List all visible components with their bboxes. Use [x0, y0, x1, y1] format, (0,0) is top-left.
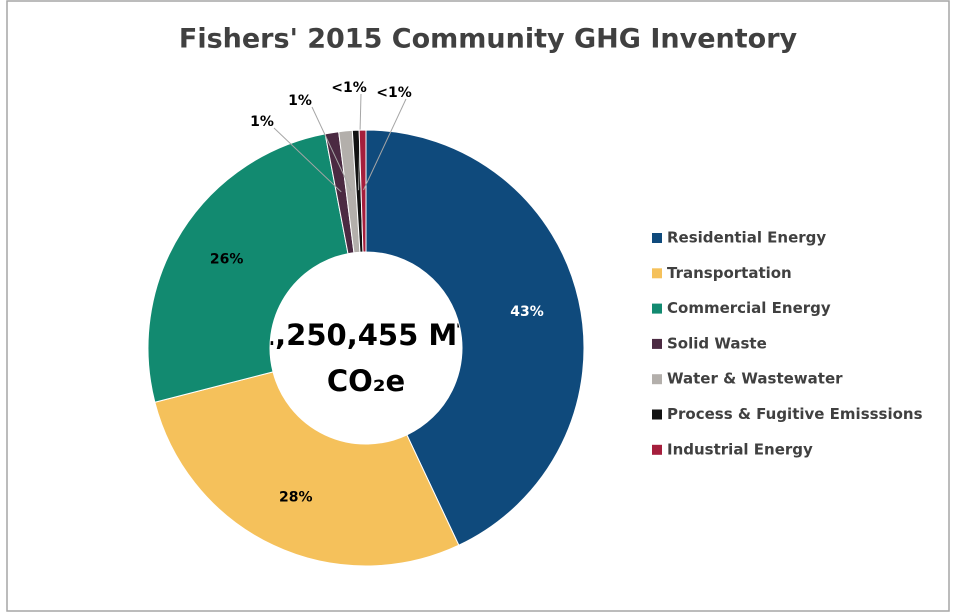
legend-label: Water & Wastewater: [667, 370, 843, 388]
value-label: 1%: [288, 93, 312, 109]
legend-label: Process & Fugitive Emisssions: [667, 405, 923, 423]
leader-line: [311, 106, 352, 191]
legend-swatch: [652, 338, 662, 349]
donut-slice: [365, 129, 585, 546]
leader-line: [363, 98, 407, 191]
center-label: 1,250,455 MT: [255, 318, 477, 352]
value-label: 28%: [279, 489, 313, 505]
legend-label: Solid Waste: [667, 334, 767, 352]
donut-slice: [358, 129, 367, 253]
value-label: <1%: [376, 85, 412, 101]
center-label: CO₂e: [327, 364, 405, 398]
donut-slice: [154, 371, 460, 567]
legend-label: Industrial Energy: [667, 440, 813, 458]
legend-swatch: [652, 233, 662, 243]
value-label: 43%: [510, 304, 544, 320]
legend-label: Commercial Energy: [667, 299, 831, 317]
chart-title: Fishers' 2015 Community GHG Inventory: [179, 24, 798, 55]
value-label: 1%: [250, 114, 274, 130]
legend-swatch: [652, 409, 662, 420]
legend-swatch: [652, 374, 662, 385]
legend-label: Residential Energy: [667, 229, 826, 247]
legend-swatch: [652, 303, 662, 314]
legend-label: Transportation: [667, 264, 792, 282]
legend-swatch: [652, 444, 662, 455]
leader-line: [273, 127, 342, 193]
value-label: <1%: [331, 80, 367, 96]
legend-swatch: [652, 268, 662, 279]
donut-slice: [147, 133, 349, 403]
value-label: 26%: [210, 252, 244, 268]
